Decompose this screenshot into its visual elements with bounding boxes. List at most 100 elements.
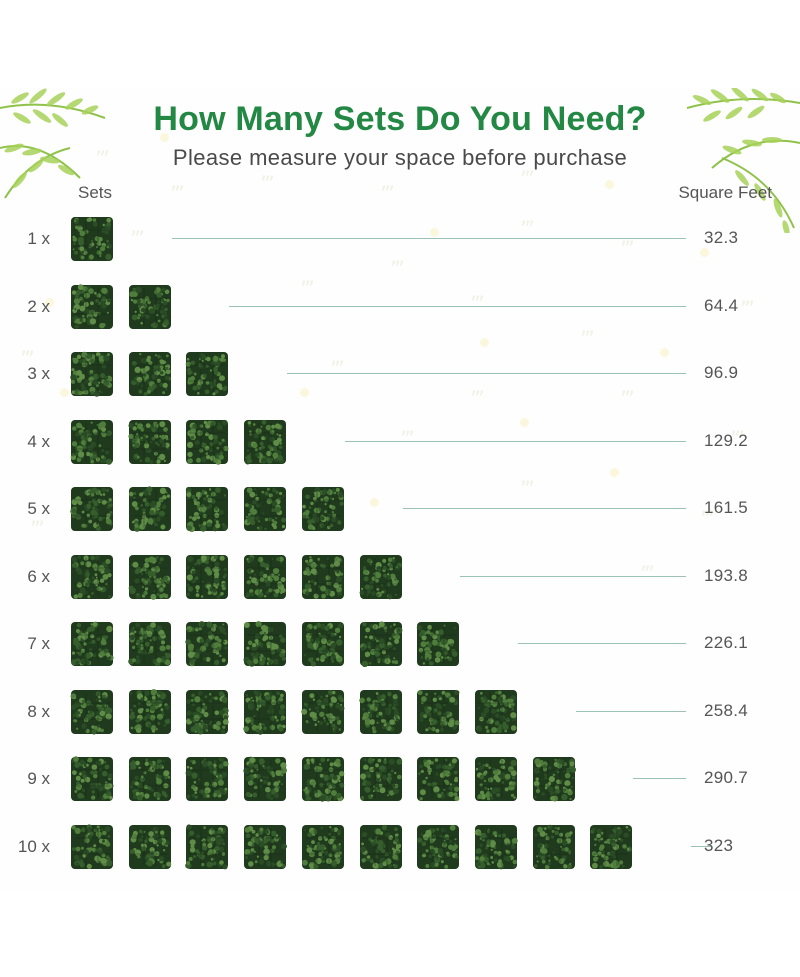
dot-decoration (45, 298, 54, 307)
set-row: 8 x 258.4 (0, 686, 800, 738)
boxwood-panel-icon (70, 216, 114, 262)
boxwood-panel-icon (70, 283, 114, 330)
sets-column-header: Sets (78, 183, 113, 202)
set-count-label: 8 x (27, 701, 50, 721)
boxwood-panel-icon (359, 824, 403, 870)
boxwood-panel-icon (243, 689, 287, 735)
boxwood-panel-icon (128, 351, 172, 397)
set-count-label: 5 x (27, 499, 50, 518)
boxwood-panel-icon (70, 689, 114, 735)
page-title: How Many Sets Do You Need? (153, 100, 647, 138)
boxwood-panel-icon (185, 756, 229, 802)
boxwood-panel-icon (301, 824, 345, 870)
boxwood-panel-icon (128, 554, 172, 600)
boxwood-panel-icon (589, 824, 633, 870)
boxwood-panel-icon (358, 689, 403, 735)
set-row: 10 x 323 (0, 821, 800, 873)
set-row: 5 x 161.5 (0, 483, 800, 535)
boxwood-panel-icon (70, 621, 114, 667)
grass-tuft-decoration: ’’’ (260, 173, 275, 198)
boxwood-panel-icon (128, 486, 172, 532)
boxwood-panel-icon (70, 486, 114, 532)
boxwood-panel-icon (185, 351, 229, 397)
boxwood-panel-icon (243, 824, 287, 870)
leader-line (633, 778, 686, 779)
leader-line (287, 373, 686, 374)
set-count-label: 2 x (27, 296, 50, 316)
boxwood-panel-icon (301, 486, 345, 532)
square-feet-value: 226.1 (704, 633, 749, 652)
set-row: 7 x 226.1 (0, 618, 800, 670)
boxwood-panel-icon (127, 621, 172, 667)
boxwood-panel-icon (359, 621, 403, 667)
boxwood-panel-icon (128, 284, 172, 330)
boxwood-panel-icon (532, 756, 576, 802)
leader-line (402, 508, 686, 509)
set-count-label: 9 x (27, 769, 50, 788)
square-feet-value: 258.4 (704, 700, 749, 720)
boxwood-panel-icon (185, 419, 229, 465)
boxwood-panel-icon (243, 756, 287, 802)
boxwood-panel-icon (474, 824, 518, 870)
set-count-label: 4 x (27, 431, 50, 451)
grass-tuft-decoration: ’’’ (520, 168, 535, 193)
grass-tuft-decoration: ’’’ (170, 183, 185, 208)
dot-decoration (430, 228, 439, 237)
set-count-label: 3 x (27, 364, 50, 383)
set-count-label: 10 x (17, 836, 50, 856)
dot-decoration (160, 133, 169, 142)
boxwood-panel-icon (301, 756, 345, 802)
set-count-label: 6 x (27, 566, 50, 586)
dot-decoration (370, 498, 379, 507)
square-feet-value: 323 (704, 835, 734, 855)
boxwood-panel-icon (243, 419, 287, 465)
set-row: 6 x 193.8 (0, 551, 800, 603)
page-subtitle: Please measure your space before purchas… (172, 145, 628, 170)
boxwood-panel-icon (243, 621, 287, 667)
boxwood-panel-icon (185, 486, 229, 532)
dot-decoration (700, 248, 709, 257)
boxwood-panel-icon (416, 756, 460, 802)
boxwood-panel-icon (300, 689, 345, 735)
boxwood-panel-icon (301, 621, 345, 667)
boxwood-panel-icon (416, 621, 460, 667)
dot-decoration (610, 468, 619, 477)
boxwood-panel-icon (70, 756, 114, 802)
leader-line (460, 575, 686, 577)
boxwood-panel-icon (532, 824, 576, 870)
leader-line (691, 845, 711, 847)
square-feet-value: 161.5 (704, 498, 749, 517)
boxwood-panel-icon (70, 554, 114, 600)
boxwood-panel-icon (301, 554, 345, 600)
boxwood-panel-icon (128, 688, 172, 735)
grass-tuft-decoration: ’’’ (380, 183, 395, 208)
set-row: 9 x 290.7 (0, 753, 800, 805)
boxwood-panel-icon (70, 419, 114, 465)
boxwood-panel-icon (128, 756, 172, 802)
boxwood-panel-icon (185, 689, 230, 735)
dot-decoration (520, 418, 529, 427)
boxwood-panel-icon (128, 419, 172, 465)
boxwood-panel-icon (243, 554, 287, 600)
square-feet-value: 129.2 (704, 430, 749, 450)
dot-decoration (605, 180, 614, 189)
boxwood-panel-icon (185, 554, 229, 600)
boxwood-panel-icon (474, 689, 518, 735)
boxwood-panel-icon (359, 554, 403, 600)
boxwood-panel-icon (185, 823, 229, 870)
boxwood-panel-icon (359, 756, 403, 802)
square-feet-value: 64.4 (704, 295, 739, 315)
boxwood-panel-icon (474, 756, 518, 802)
boxwood-panel-icon (243, 486, 287, 532)
leader-line (517, 643, 686, 644)
boxwood-panel-icon (128, 824, 172, 870)
square-feet-value: 193.8 (704, 565, 749, 585)
boxwood-panel-icon (185, 621, 229, 667)
square-feet-value: 32.3 (704, 228, 739, 247)
set-row: 4 x 129.2 (0, 416, 800, 468)
square-feet-column-header: Square Feet (678, 183, 772, 202)
dot-decoration (60, 388, 69, 397)
dot-decoration (480, 338, 489, 347)
boxwood-panel-icon (70, 351, 114, 397)
set-count-label: 7 x (27, 634, 50, 653)
